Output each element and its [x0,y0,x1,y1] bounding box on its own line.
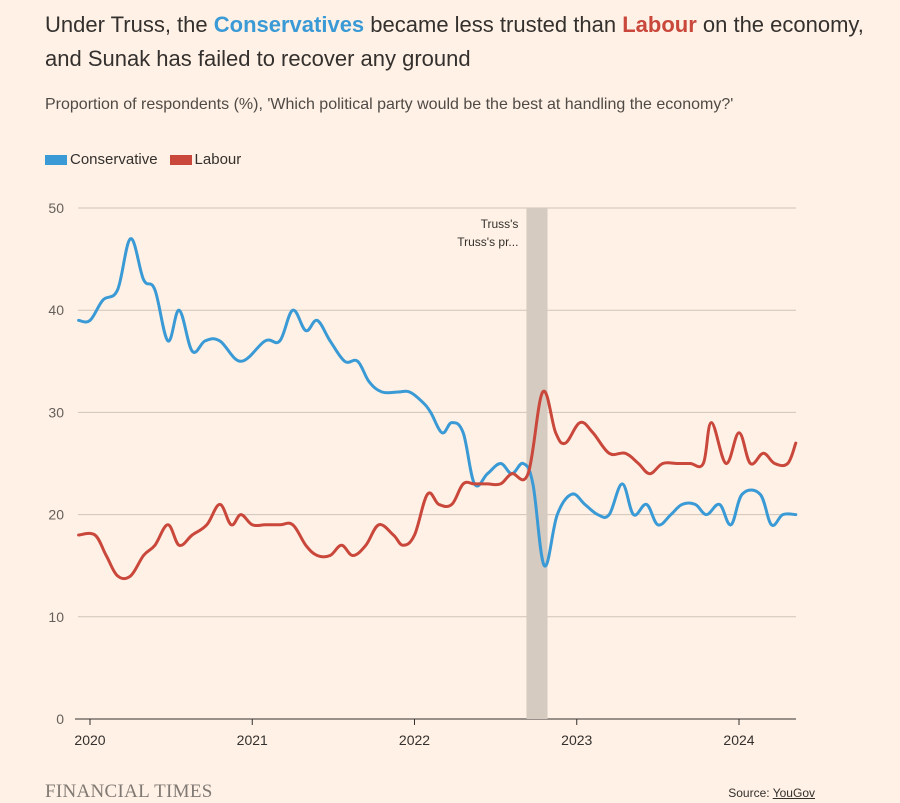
title-part-1: Under Truss, the [45,12,214,37]
legend-item-conservative: Conservative [45,151,158,168]
x-tick-label: 2020 [74,732,105,748]
truss-period-band [526,208,548,719]
x-tick-label: 2022 [399,732,430,748]
series-lines [77,237,798,581]
y-tick-label: 30 [48,404,64,420]
title-labour: Labour [622,12,697,37]
y-tick-label: 50 [48,200,64,216]
ft-brand: FINANCIAL TIMES [45,781,213,802]
source-prefix: Source: [728,786,773,800]
annotation-text: Truss's Truss's pr... [457,217,518,249]
title-conservatives: Conservatives [213,12,365,37]
legend-item-labour: Labour [169,151,242,168]
y-tick-label: 20 [48,507,64,523]
series-line-labour [77,389,798,581]
legend: Conservative Labour [45,151,245,168]
y-tick-label: 0 [56,711,64,727]
x-tick-label: 2024 [723,732,754,748]
legend-label-conservative: Conservative [70,151,158,168]
x-axis: 2020 2021 2022 2023 2024 [74,719,755,748]
legend-label-labour: Labour [194,151,242,168]
source-link[interactable]: YouGov [772,786,815,800]
source-note: Source: YouGov [728,786,815,800]
annotation-line-1: Truss's [481,217,519,231]
y-tick-label: 10 [48,609,64,625]
legend-swatch-labour [169,154,192,165]
title-part-2: became less trusted than [364,12,623,37]
chart-title: Under Truss, the Conservatives became le… [45,8,865,76]
y-axis: 0 10 20 30 40 50 [48,200,64,727]
annotation-line-2: Truss's pr... [457,235,518,249]
x-tick-label: 2021 [237,732,268,748]
chart-subtitle: Proportion of respondents (%), 'Which po… [45,96,734,113]
x-tick-label: 2023 [561,732,592,748]
series-line-conservative [77,237,798,568]
legend-swatch-conservative [45,154,67,165]
y-tick-label: 40 [48,302,64,318]
gridlines [75,207,796,720]
title-part-3: on the economy, and Sunak has failed to … [45,12,864,71]
annotation-band [526,208,548,719]
